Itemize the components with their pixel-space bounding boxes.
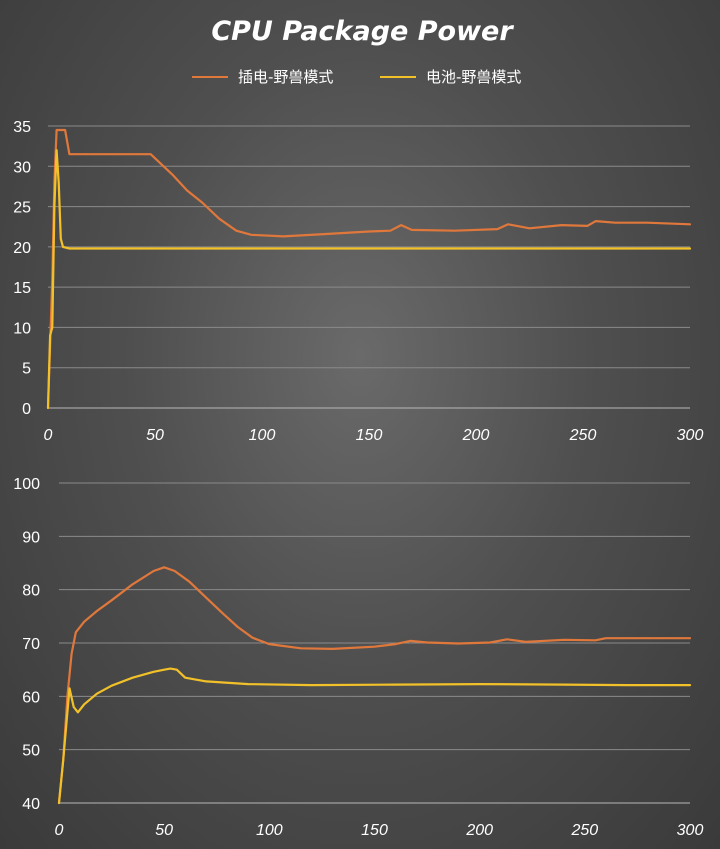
- legend-label-battery: 电池-野兽模式: [426, 68, 521, 86]
- series-line-plugged: [46, 128, 692, 410]
- legend-label-plugged: 插电-野兽模式: [238, 68, 333, 86]
- y-tick-label: 80: [22, 583, 40, 600]
- series-line-battery: [46, 149, 692, 410]
- x-tick-label: 100: [249, 427, 276, 444]
- x-tick-label: 50: [146, 427, 164, 444]
- y-tick-label: 60: [22, 689, 40, 706]
- x-tick-label: 50: [155, 822, 173, 839]
- x-tick-label: 150: [356, 427, 383, 444]
- y-tick-label: 100: [13, 476, 40, 493]
- series-line-plugged: [57, 566, 692, 805]
- y-tick-label: 35: [13, 119, 31, 136]
- series-line-battery: [57, 667, 692, 805]
- x-tick-label: 200: [462, 427, 490, 444]
- y-tick-label: 30: [13, 159, 31, 176]
- x-tick-label: 300: [677, 822, 704, 839]
- y-tick-label: 50: [22, 743, 40, 760]
- x-tick-label: 0: [44, 427, 53, 444]
- y-tick-label: 25: [13, 200, 31, 217]
- y-tick-label: 15: [13, 280, 31, 297]
- x-tick-label: 200: [465, 822, 493, 839]
- chart-title: CPU Package Power: [211, 16, 514, 47]
- temperature-chart: 40 50 60 70 80 90 100 0 50 100 150 200 250 300: [13, 476, 703, 839]
- power-chart: 0 5 10 15 20 25 30 35 0 50 100 150 200 250 300: [13, 119, 703, 444]
- x-tick-label: 300: [677, 427, 704, 444]
- x-tick-label: 150: [361, 822, 388, 839]
- x-tick-label: 100: [256, 822, 283, 839]
- y-tick-label: 0: [22, 401, 31, 418]
- y-tick-label: 40: [22, 796, 40, 813]
- y-tick-label: 10: [13, 320, 31, 337]
- y-tick-label: 5: [22, 361, 31, 378]
- y-tick-label: 70: [22, 636, 40, 653]
- x-tick-label: 250: [569, 427, 597, 444]
- y-tick-label: 90: [22, 529, 40, 546]
- x-tick-label: 0: [55, 822, 64, 839]
- legend: 插电-野兽模式 电池-野兽模式: [192, 68, 521, 86]
- y-tick-label: 20: [13, 240, 31, 257]
- x-tick-label: 250: [570, 822, 598, 839]
